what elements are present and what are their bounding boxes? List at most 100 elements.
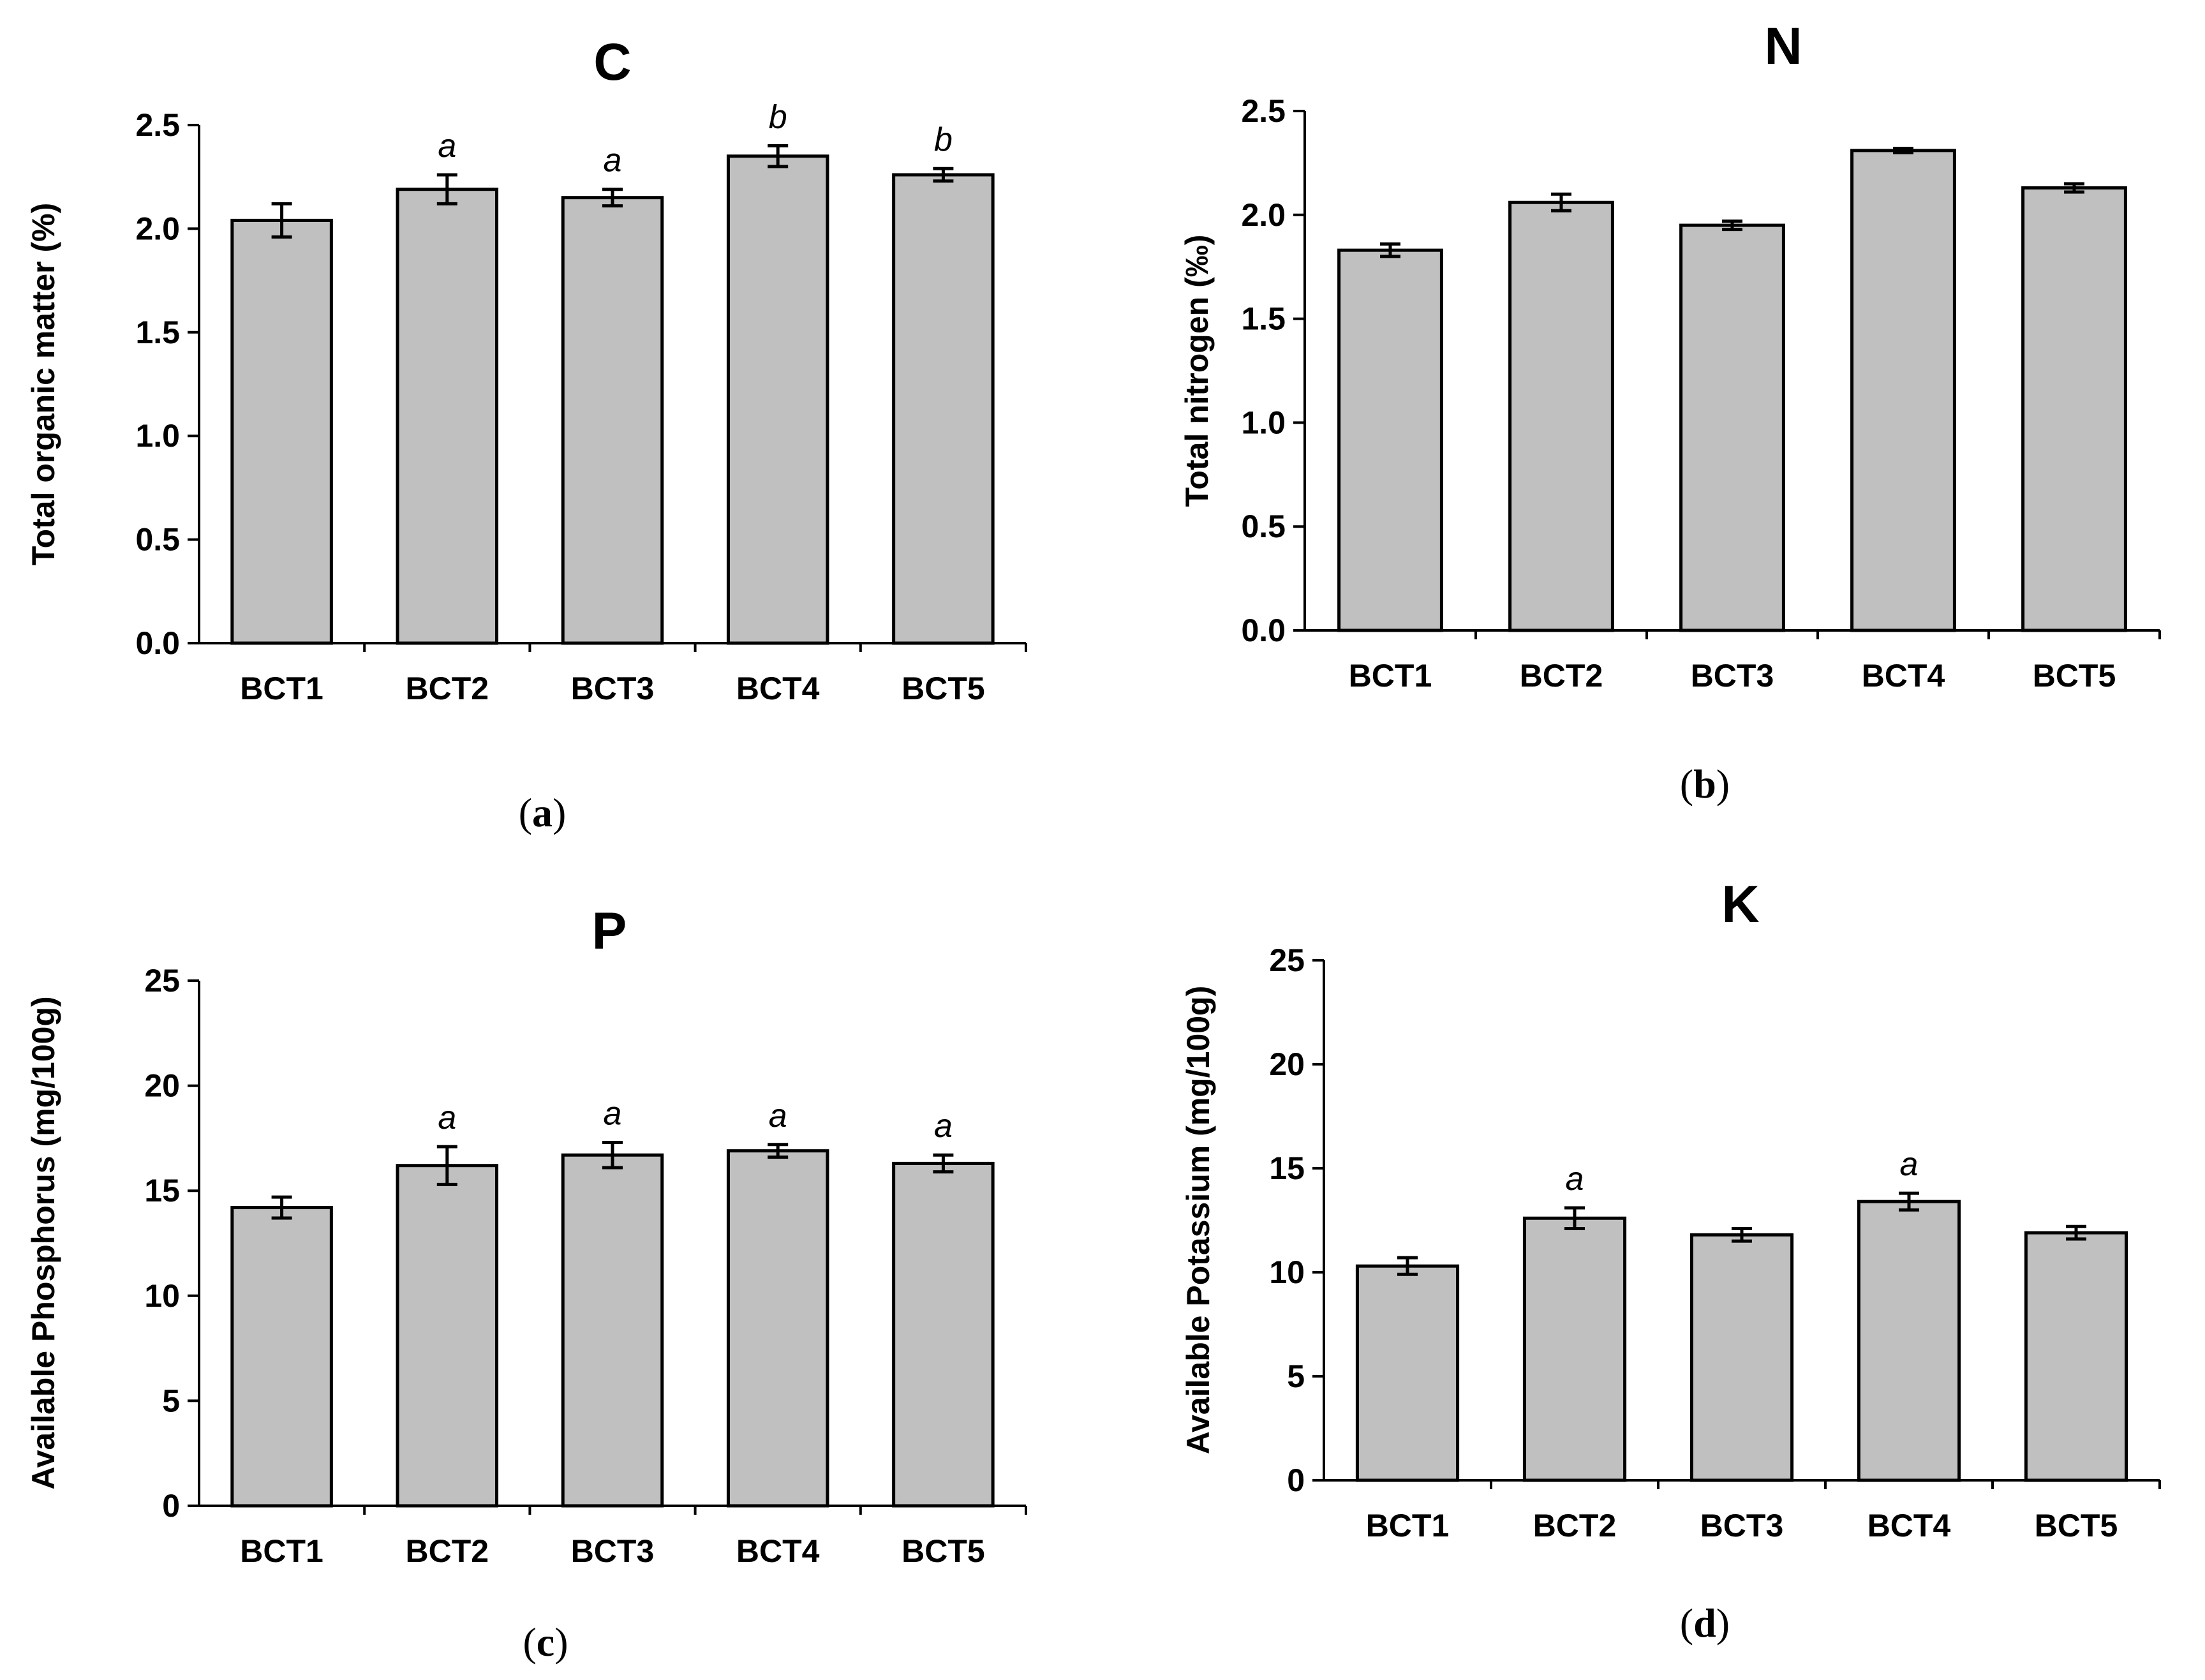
x-tick-label: BCT3	[571, 1533, 655, 1569]
error-bar-bct3	[602, 1140, 623, 1170]
y-tick-label: 1.5	[1241, 301, 1286, 337]
x-tick-label: BCT1	[240, 671, 323, 706]
error-bar-bct1	[1397, 1256, 1418, 1276]
significance-label: a	[438, 1099, 456, 1136]
y-tick-label: 20	[1269, 1046, 1305, 1082]
error-bar-bct3	[602, 188, 623, 208]
panel-caption: (d)	[1680, 1600, 1730, 1646]
caption-open-paren: (	[519, 790, 532, 835]
y-tick-label: 2.0	[1241, 197, 1286, 233]
y-tick-label: 10	[1269, 1254, 1305, 1290]
x-tick-label: BCT1	[240, 1533, 323, 1569]
caption-open-paren: (	[523, 1619, 536, 1665]
error-bar-bct5	[933, 1153, 954, 1174]
y-axis-label: Total nitrogen (‰)	[1179, 235, 1215, 507]
y-tick-label: 0.5	[135, 522, 180, 558]
error-bar-bct1	[271, 202, 292, 239]
y-tick-label: 5	[1287, 1358, 1305, 1394]
significance-label: a	[604, 142, 622, 179]
x-tick-label: BCT2	[1533, 1508, 1617, 1543]
panel-caption: (c)	[523, 1619, 568, 1665]
bar-bct1	[230, 1206, 333, 1508]
x-tick-label: BCT4	[1867, 1508, 1951, 1543]
bar-bct4	[726, 154, 829, 645]
caption-letter: d	[1693, 1600, 1716, 1646]
bar-bct3	[561, 196, 664, 645]
caption-letter: a	[532, 790, 553, 835]
x-tick-label: BCT5	[902, 671, 985, 706]
caption-open-paren: (	[1680, 761, 1693, 807]
x-tick-label: BCT3	[571, 671, 655, 706]
bar-bct4	[726, 1149, 829, 1508]
x-tick-label: BCT2	[406, 1533, 489, 1569]
caption-close-paren: )	[554, 1619, 568, 1665]
bar-bct2	[396, 1164, 499, 1508]
y-axis-label: Total organic matter (%)	[26, 203, 61, 566]
chart-panel-b: N Total nitrogen (‰) 0.0 0.5 1.0 1.5 2.0 2.5 BCT…	[1179, 17, 2161, 807]
error-bar-bct2	[436, 173, 457, 205]
y-tick-label: 0	[162, 1488, 180, 1524]
y-tick-label: 20	[144, 1068, 180, 1104]
significance-label: a	[438, 128, 456, 165]
y-tick-label: 0.0	[1241, 613, 1286, 648]
x-tick-label: BCT4	[736, 671, 820, 706]
y-tick-label: 1.0	[135, 418, 180, 454]
y-tick-label: 5	[162, 1383, 180, 1418]
x-tick-label: BCT2	[406, 671, 489, 706]
bar-bct5	[2024, 1231, 2128, 1482]
y-tick-label: 1.5	[135, 315, 180, 350]
x-tick-label: BCT5	[2035, 1508, 2118, 1543]
x-tick-label: BCT3	[1700, 1508, 1784, 1543]
error-bar-bct2	[1564, 1206, 1585, 1231]
y-tick-label: 2.0	[135, 211, 180, 246]
chart-panel-d: K Available Potassium (mg/100g) 0 5 10 15 20 25…	[1180, 875, 2161, 1646]
error-bar-bct1	[271, 1195, 292, 1220]
significance-label: a	[1900, 1146, 1919, 1183]
y-tick-label: 0.5	[1241, 509, 1286, 544]
error-bar-bct5	[933, 167, 954, 183]
error-bar-bct2	[436, 1145, 457, 1186]
error-bar-bct1	[1380, 242, 1400, 258]
chart-panel-a: C Total organic matter (%) 0.0 0.5 1.0 1.5 2.0…	[26, 33, 1027, 835]
significance-label: a	[934, 1108, 953, 1145]
chart-title: P	[592, 902, 627, 960]
bar-bct3	[1689, 1233, 1794, 1482]
y-tick-label: 0.0	[135, 625, 180, 661]
caption-open-paren: (	[1680, 1600, 1693, 1646]
y-tick-label: 0	[1287, 1462, 1305, 1498]
y-axis-label: Available Potassium (mg/100g)	[1180, 986, 1216, 1455]
bar-bct4	[1857, 1200, 1961, 1482]
x-tick-label: BCT1	[1349, 658, 1432, 694]
bar-bct5	[892, 1161, 995, 1508]
caption-letter: c	[537, 1619, 554, 1665]
error-bar-bct4	[768, 1143, 789, 1159]
error-bar-bct5	[2064, 182, 2084, 194]
error-bar-bct3	[1732, 1227, 1752, 1243]
chart-title: N	[1764, 17, 1802, 75]
y-tick-label: 15	[144, 1173, 180, 1208]
chart-title: K	[1721, 875, 1759, 933]
caption-close-paren: )	[553, 790, 566, 835]
caption-close-paren: )	[1716, 761, 1730, 807]
x-tick-label: BCT4	[736, 1533, 820, 1569]
bar-bct1	[230, 218, 333, 645]
x-tick-label: BCT2	[1520, 658, 1603, 694]
significance-label: a	[1566, 1161, 1584, 1198]
error-bar-bct4	[1893, 147, 1913, 154]
panel-caption: (b)	[1680, 761, 1730, 807]
chart-title: C	[593, 33, 631, 91]
error-bar-bct4	[1899, 1191, 1919, 1212]
bar-bct2	[396, 188, 499, 645]
y-tick-label: 2.5	[1241, 93, 1286, 129]
y-tick-label: 10	[144, 1278, 180, 1314]
panel-caption: (a)	[519, 790, 567, 835]
chart-panel-c: P Available Phosphorus (mg/100g) 0 5 10 15 20 2…	[26, 902, 1027, 1665]
bar-bct3	[561, 1153, 664, 1508]
bar-bct5	[2021, 186, 2127, 632]
bar-bct1	[1355, 1264, 1460, 1482]
bar-bct4	[1850, 149, 1956, 632]
y-tick-label: 2.5	[135, 107, 180, 143]
y-tick-label: 25	[144, 963, 180, 999]
bar-bct5	[892, 173, 995, 645]
